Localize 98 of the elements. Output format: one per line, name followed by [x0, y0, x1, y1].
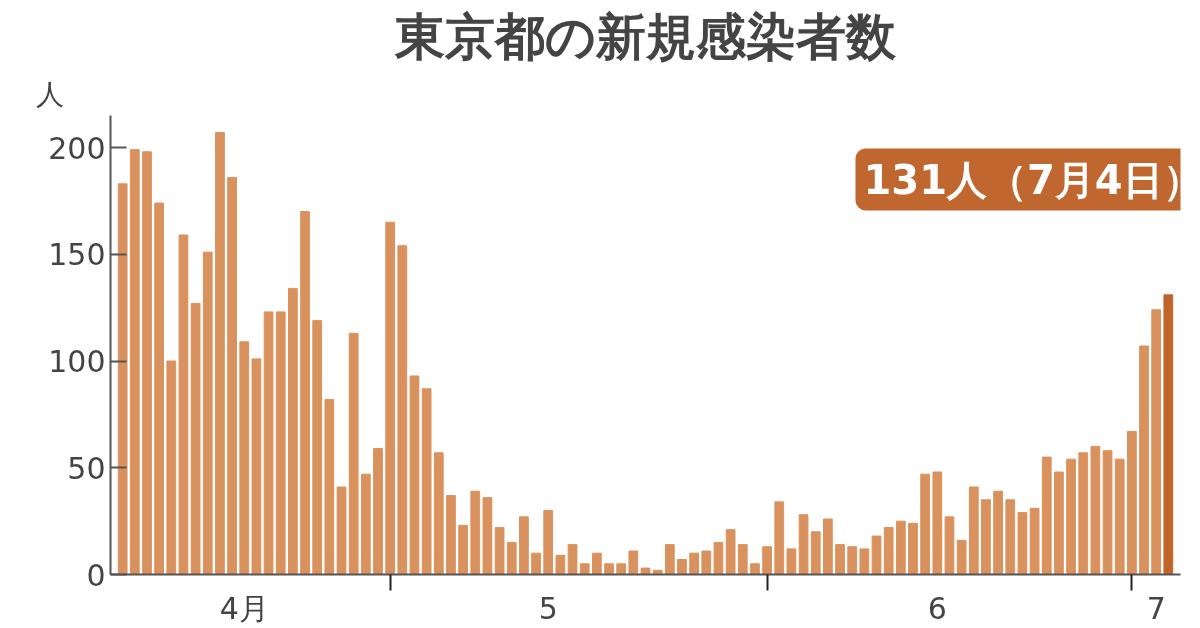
bar — [1126, 430, 1137, 575]
bar — [324, 398, 335, 575]
bar — [835, 544, 845, 575]
bar — [859, 548, 870, 575]
bar — [1151, 309, 1162, 575]
bar — [689, 552, 700, 575]
bar — [482, 497, 493, 575]
bar — [944, 516, 955, 575]
bar — [142, 151, 152, 575]
bar — [798, 514, 809, 575]
bar — [494, 527, 505, 575]
bar — [458, 524, 468, 575]
bar — [373, 448, 383, 575]
bar — [336, 486, 347, 575]
x-tick-label: 6 — [927, 590, 947, 626]
bar — [640, 567, 651, 575]
bar — [762, 546, 772, 575]
y-tick-label: 50 — [67, 450, 106, 486]
bar — [1114, 458, 1125, 575]
bar — [750, 563, 760, 575]
bar — [239, 341, 250, 575]
bar — [628, 550, 639, 575]
bar — [993, 490, 1003, 575]
bar — [737, 544, 748, 575]
bar — [251, 358, 262, 575]
bar — [202, 251, 213, 575]
annotation: 131人（7月4日） — [863, 156, 1200, 203]
bar — [288, 287, 298, 575]
x-tick-label: 5 — [538, 590, 558, 626]
bar — [506, 541, 517, 575]
bar — [154, 202, 165, 575]
bar — [1054, 471, 1064, 575]
bar — [227, 176, 237, 575]
bar — [895, 520, 906, 575]
bar — [409, 375, 420, 575]
bar — [1017, 512, 1028, 575]
bar — [1139, 345, 1149, 575]
bar — [677, 559, 687, 575]
bar — [604, 563, 614, 575]
bar — [1005, 499, 1016, 575]
bar — [810, 531, 821, 575]
bar — [446, 495, 456, 575]
bar — [166, 360, 177, 575]
bar — [883, 527, 894, 575]
bar — [664, 544, 675, 575]
bar — [117, 183, 128, 575]
bar — [348, 332, 359, 575]
bar — [555, 554, 566, 575]
y-tick-label: 0 — [86, 557, 106, 593]
bar — [360, 473, 371, 575]
bar — [543, 509, 554, 575]
bar — [956, 539, 967, 575]
bar — [421, 388, 432, 575]
bar — [786, 548, 797, 575]
bar — [579, 563, 590, 575]
bar — [567, 544, 578, 575]
bar — [823, 518, 833, 575]
bar — [847, 546, 858, 575]
bar — [531, 552, 541, 575]
bar — [190, 302, 201, 575]
bar — [701, 550, 712, 575]
bar — [178, 234, 189, 575]
bar — [1041, 456, 1052, 575]
y-axis-title: 人 — [35, 77, 64, 111]
bar — [1090, 445, 1101, 575]
bar — [263, 311, 274, 575]
bar — [725, 529, 736, 575]
x-tick-label: 4月 — [219, 590, 269, 626]
bar — [1029, 507, 1040, 575]
y-tick-label: 100 — [48, 344, 106, 380]
bar — [215, 132, 225, 575]
bar — [1078, 452, 1089, 575]
bar — [1066, 458, 1076, 575]
y-tick-label: 150 — [48, 237, 106, 273]
bar — [616, 563, 627, 575]
y-tick-label: 200 — [48, 130, 106, 166]
bar — [470, 490, 481, 575]
bar — [871, 535, 882, 575]
bar — [932, 471, 943, 575]
bar — [385, 221, 396, 575]
bar — [129, 149, 140, 575]
bar — [1163, 294, 1174, 575]
bar — [981, 499, 991, 575]
chart-title: 東京都の新規感染者数 — [394, 7, 897, 66]
bar — [433, 452, 444, 575]
bar — [300, 211, 310, 575]
bar — [774, 501, 785, 575]
bar — [713, 541, 724, 575]
bar — [920, 473, 931, 575]
bar — [968, 486, 979, 575]
bar — [1102, 450, 1113, 575]
bar — [397, 245, 408, 575]
bar — [519, 516, 529, 575]
bar — [908, 522, 918, 575]
x-tick-label: 7 — [1146, 590, 1166, 626]
bar — [275, 311, 286, 575]
bar — [591, 552, 602, 575]
bar — [312, 319, 323, 575]
